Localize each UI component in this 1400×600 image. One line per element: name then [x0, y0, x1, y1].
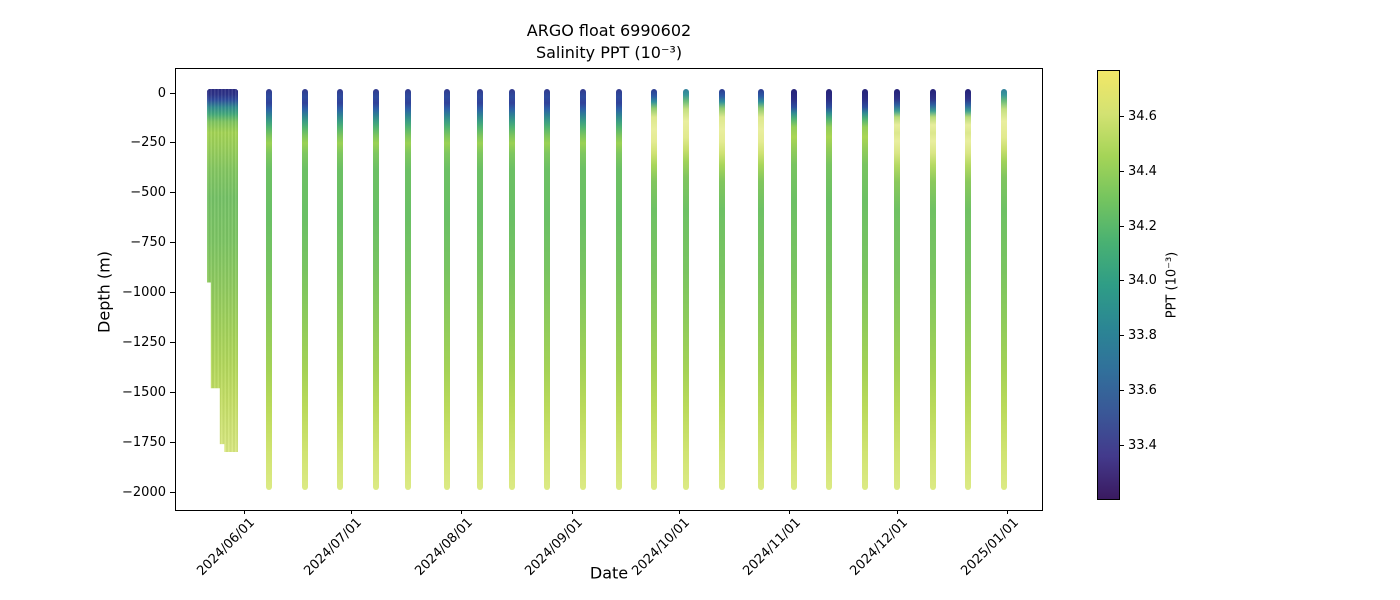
- profile-stripe: [373, 89, 380, 490]
- y-tick-label: −250: [130, 135, 166, 151]
- colorbar-tick-mark: [1120, 335, 1124, 337]
- x-tick-mark: [571, 510, 573, 514]
- y-tick-label: 0: [157, 85, 166, 101]
- profile-stripe: [444, 89, 451, 490]
- x-tick-label: 2024/07/01: [301, 515, 365, 579]
- y-tick-mark: [170, 242, 175, 244]
- profile-stripe: [651, 89, 658, 490]
- profile-stripe: [615, 89, 622, 490]
- y-tick-mark: [170, 391, 175, 393]
- x-tick-label: 2024/11/01: [740, 515, 804, 579]
- x-axis-label: Date: [589, 563, 629, 583]
- y-tick-label: −1000: [122, 285, 166, 300]
- profile-stripe: [265, 89, 272, 490]
- y-tick-mark: [170, 292, 175, 293]
- profile-stripe: [337, 89, 344, 490]
- y-tick-label: −1750: [122, 434, 166, 450]
- colorbar-tick-mark: [1120, 116, 1124, 118]
- y-tick-mark: [170, 491, 175, 493]
- profile-stripe: [826, 89, 833, 490]
- colorbar-label: PPT (10⁻³): [1164, 251, 1180, 319]
- colorbar-tick-label: 34.0: [1128, 273, 1157, 289]
- colorbar-tick-label: 34.6: [1128, 109, 1157, 125]
- y-tick-label: −1500: [122, 384, 166, 400]
- profile-stripe: [580, 89, 586, 490]
- profile-stripe: [301, 89, 308, 490]
- y-tick-mark: [170, 192, 175, 194]
- x-tick-mark: [678, 510, 680, 514]
- x-tick-mark: [789, 510, 791, 514]
- chart-title: ARGO float 6990602: [526, 21, 692, 40]
- x-tick-mark: [243, 510, 245, 514]
- profile-stripe: [683, 89, 690, 490]
- profile-stripe: [544, 89, 551, 490]
- profile-stripe: [719, 89, 726, 490]
- profile-stripe: [476, 89, 483, 490]
- profile-stripe: [758, 89, 765, 490]
- colorbar: [1097, 70, 1120, 500]
- x-tick-label: 2024/09/01: [522, 515, 587, 579]
- profile-stripe: [894, 89, 901, 490]
- x-tick-label: 2024/06/01: [194, 515, 258, 579]
- colorbar-tick-mark: [1120, 170, 1124, 172]
- x-tick-label: 2024/10/01: [629, 515, 694, 579]
- profile-stripe: [929, 89, 936, 490]
- y-tick-label: −1250: [122, 334, 166, 350]
- y-tick-label: −750: [130, 235, 166, 251]
- x-tick-mark: [896, 510, 898, 514]
- x-tick-mark: [461, 510, 463, 514]
- profile-stripe: [861, 89, 868, 490]
- y-tick-label: −500: [130, 185, 166, 201]
- y-tick-mark: [170, 441, 175, 443]
- colorbar-tick-label: 34.4: [1128, 163, 1157, 179]
- colorbar-tick-label: 33.6: [1128, 382, 1157, 398]
- colorbar-tick-mark: [1120, 280, 1124, 282]
- profile-stripe: [965, 89, 972, 490]
- colorbar-tick-label: 34.2: [1128, 218, 1157, 234]
- chart-subtitle: Salinity PPT (10⁻³): [535, 43, 683, 62]
- y-tick-mark: [170, 341, 175, 343]
- colorbar-tick-label: 33.8: [1128, 328, 1157, 344]
- profile-stripe: [405, 89, 412, 490]
- x-tick-mark: [350, 510, 352, 514]
- colorbar-tick-mark: [1120, 389, 1124, 391]
- colorbar-tick-mark: [1120, 225, 1124, 227]
- profile-stripe: [790, 89, 797, 490]
- profile-stripe: [508, 89, 515, 490]
- y-tick-mark: [170, 142, 175, 144]
- x-tick-label: 2024/08/01: [411, 515, 476, 579]
- x-tick-label: 2025/01/01: [957, 515, 1022, 579]
- profile-stripe: [1001, 89, 1008, 490]
- colorbar-tick-label: 33.4: [1128, 437, 1157, 453]
- x-tick-mark: [1007, 510, 1009, 514]
- colorbar-tick-mark: [1120, 444, 1124, 446]
- y-tick-mark: [170, 92, 175, 94]
- y-tick-label: −2000: [122, 484, 166, 500]
- x-tick-label: 2024/12/01: [847, 515, 911, 579]
